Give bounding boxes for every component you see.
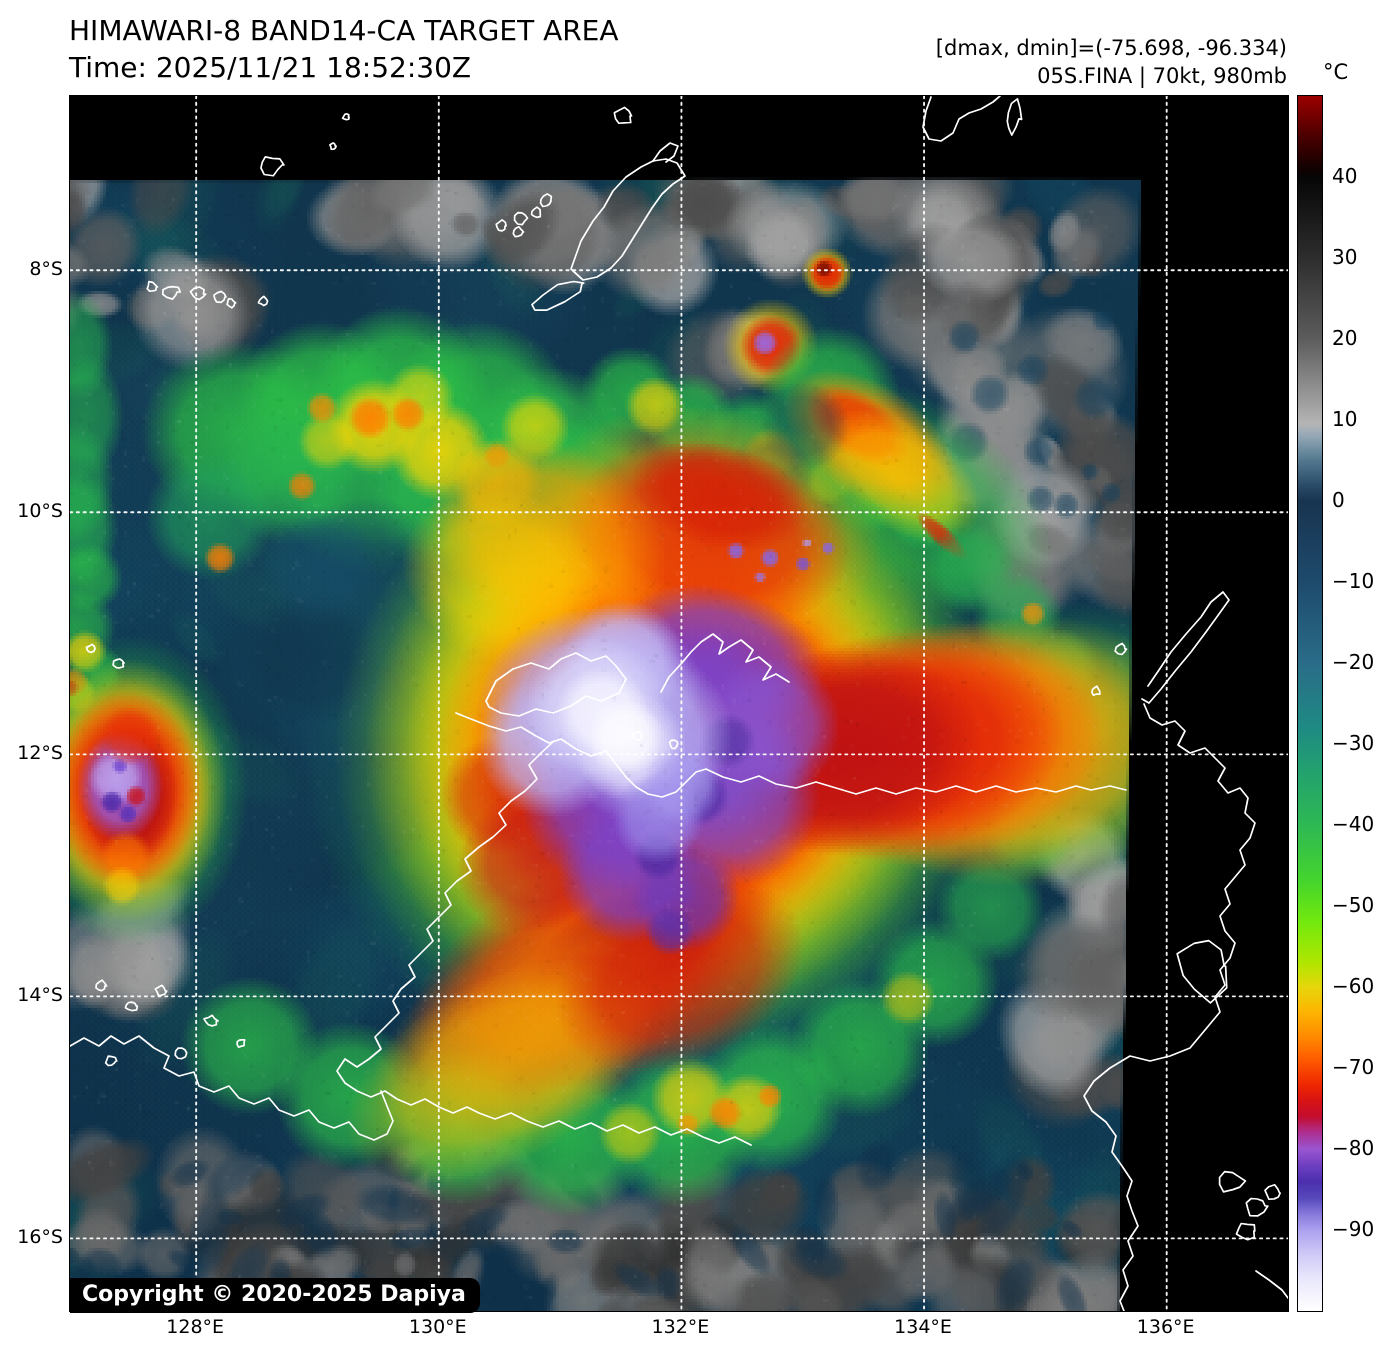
- lat-tick-label-10s: 10°S: [17, 500, 63, 523]
- lat-tick-label-12s: 12°S: [17, 742, 63, 765]
- colorbar-tick-label--20: −20: [1332, 650, 1375, 674]
- colorbar-tick-label--70: −70: [1332, 1055, 1375, 1079]
- colorbar-tick-label--90: −90: [1332, 1217, 1375, 1241]
- map-plot-area: Copyright © 2020-2025 Dapiya: [69, 95, 1289, 1313]
- colorbar-tick-label--10: −10: [1332, 569, 1375, 593]
- lat-tick-label-8s: 8°S: [29, 258, 63, 281]
- colorbar-tick-label--60: −60: [1332, 974, 1375, 998]
- copyright-badge: Copyright © 2020-2025 Dapiya: [70, 1278, 480, 1313]
- product-title: HIMAWARI-8 BAND14-CA TARGET AREA: [69, 14, 619, 47]
- colorbar-tick-label-10: 10: [1332, 407, 1358, 431]
- colorbar-tick-label--30: −30: [1332, 731, 1375, 755]
- dmax-dmin-readout: [dmax, dmin]=(-75.698, -96.334): [935, 36, 1287, 60]
- lat-tick-label-16s: 16°S: [17, 1226, 63, 1249]
- colorbar-tick-label-0: 0: [1332, 488, 1345, 512]
- colorbar-tick-label--50: −50: [1332, 893, 1375, 917]
- colorbar-tick-label-40: 40: [1332, 164, 1358, 188]
- lat-tick-label-14s: 14°S: [17, 984, 63, 1007]
- product-time: Time: 2025/11/21 18:52:30Z: [69, 51, 472, 84]
- lon-tick-label-134e: 134°E: [894, 1316, 952, 1338]
- colorbar-tick-label--80: −80: [1332, 1136, 1375, 1160]
- colorbar-tick-label-30: 30: [1332, 245, 1358, 269]
- lon-tick-label-128e: 128°E: [166, 1316, 225, 1338]
- lon-tick-label-136e: 136°E: [1136, 1316, 1195, 1338]
- colorbar-tick-label-20: 20: [1332, 326, 1358, 350]
- colorbar: [1297, 95, 1323, 1312]
- lon-tick-label-130e: 130°E: [408, 1316, 467, 1338]
- colorbar-unit-label: °C: [1323, 60, 1349, 84]
- colorbar-tick-label--40: −40: [1332, 812, 1375, 836]
- storm-info-readout: 05S.FINA | 70kt, 980mb: [1037, 64, 1287, 88]
- lon-tick-label-132e: 132°E: [651, 1316, 710, 1338]
- satellite-image-canvas: [70, 96, 1288, 1311]
